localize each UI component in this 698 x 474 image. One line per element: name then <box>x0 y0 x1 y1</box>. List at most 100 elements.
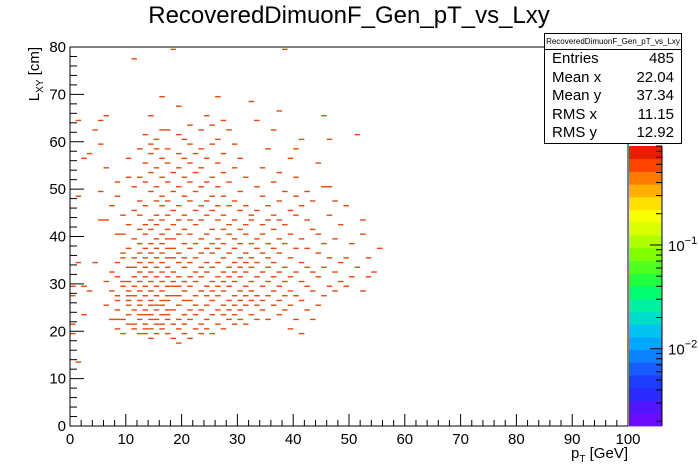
histogram-bin <box>209 252 216 254</box>
histogram-bin <box>86 152 93 155</box>
histogram-bin <box>259 299 266 302</box>
histogram-bin <box>81 157 87 160</box>
y-tick-label: 10 <box>49 371 66 388</box>
histogram-bin <box>114 195 121 197</box>
histogram-bin <box>131 257 137 259</box>
y-tick-label: 70 <box>49 86 66 103</box>
histogram-bin <box>114 261 121 264</box>
histogram-bin <box>136 242 143 245</box>
histogram-bin <box>125 247 132 250</box>
histogram-bin <box>103 304 110 306</box>
histogram-bin <box>265 205 271 207</box>
palette-swatch <box>629 171 662 185</box>
histogram-bin <box>226 266 232 268</box>
histogram-bin <box>131 58 137 60</box>
histogram-bin <box>326 214 333 216</box>
histogram-bin <box>109 271 115 273</box>
histogram-bin <box>164 162 171 164</box>
histogram-bin <box>315 252 322 254</box>
histogram-bin <box>226 205 232 207</box>
histogram-bin <box>164 129 171 131</box>
histogram-bin <box>164 148 171 150</box>
histogram-bin <box>226 309 232 311</box>
histogram-bin <box>220 304 227 306</box>
histogram-bin <box>259 195 266 197</box>
histogram-bin <box>164 295 171 297</box>
y-tick-label: 0 <box>58 418 66 435</box>
histogram-bin <box>153 238 160 240</box>
histogram-bin <box>332 238 338 240</box>
histogram-bin <box>159 242 165 245</box>
histogram-bin <box>187 337 193 340</box>
histogram-bin <box>136 332 143 335</box>
histogram-bin <box>187 285 193 287</box>
x-tick-label: 0 <box>66 431 74 448</box>
histogram-bin <box>97 119 104 122</box>
histogram-bin <box>153 186 160 188</box>
histogram-bin <box>215 205 221 207</box>
histogram-bin <box>114 299 121 302</box>
histogram-bins <box>70 48 383 363</box>
histogram-bin <box>114 309 121 311</box>
histogram-bin <box>242 285 249 287</box>
histogram-bin <box>142 295 149 297</box>
stats-title: RecoveredDimuonF_Gen_pT_vs_Lxy <box>545 34 681 50</box>
histogram-bin <box>270 181 277 183</box>
histogram-bin <box>181 176 188 178</box>
histogram-bin <box>354 266 361 268</box>
histogram-bin <box>226 223 232 226</box>
histogram-bin <box>293 318 299 321</box>
histogram-bin <box>120 214 126 216</box>
histogram-bin <box>142 309 149 311</box>
palette-swatch <box>629 260 662 274</box>
histogram-bin <box>159 304 165 306</box>
histogram-bin <box>176 167 182 169</box>
histogram-bin <box>198 129 204 131</box>
histogram-bin <box>70 295 76 297</box>
histogram-bin <box>343 205 349 207</box>
histogram-bin <box>209 290 216 292</box>
histogram-bin <box>265 148 271 150</box>
histogram-bin <box>92 261 98 264</box>
histogram-bin <box>215 238 221 240</box>
histogram-bin <box>120 252 126 254</box>
histogram-bin <box>304 285 310 287</box>
histogram-bin <box>153 167 160 169</box>
histogram-bin <box>176 219 182 221</box>
histogram-bin <box>120 233 126 235</box>
histogram-bin <box>142 181 149 183</box>
histogram-bin <box>231 280 238 283</box>
histogram-bin <box>287 233 294 235</box>
histogram-bin <box>131 309 137 311</box>
x-axis-title: pT [GeV] <box>571 445 628 465</box>
histogram-bin <box>321 266 327 268</box>
stats-value: 485 <box>648 50 674 67</box>
histogram-bin <box>181 290 188 292</box>
y-tick-label: 50 <box>49 181 66 198</box>
histogram-bin <box>276 238 283 240</box>
histogram-bin <box>293 295 299 297</box>
histogram-bin <box>321 114 327 117</box>
histogram-bin <box>159 290 165 292</box>
histogram-bin <box>220 290 227 292</box>
palette-swatch <box>629 311 662 325</box>
histogram-bin <box>209 143 216 145</box>
stats-value: 11.15 <box>637 105 674 123</box>
histogram-bin <box>164 247 171 250</box>
histogram-bin <box>198 148 204 150</box>
histogram-bin <box>187 143 193 145</box>
histogram-bin <box>270 261 277 264</box>
histogram-bin <box>159 313 165 316</box>
histogram-bin <box>293 247 299 250</box>
histogram-bin <box>209 228 216 231</box>
histogram-bin <box>220 214 227 216</box>
histogram-bin <box>148 252 154 254</box>
histogram-bin <box>265 266 271 268</box>
histogram-bin <box>220 195 227 197</box>
histogram-bin <box>136 318 143 321</box>
histogram-bin <box>259 285 266 287</box>
histogram-bin <box>220 152 227 155</box>
histogram-bin <box>248 257 255 259</box>
histogram-bin <box>103 219 110 221</box>
x-tick-label: 70 <box>452 431 469 448</box>
